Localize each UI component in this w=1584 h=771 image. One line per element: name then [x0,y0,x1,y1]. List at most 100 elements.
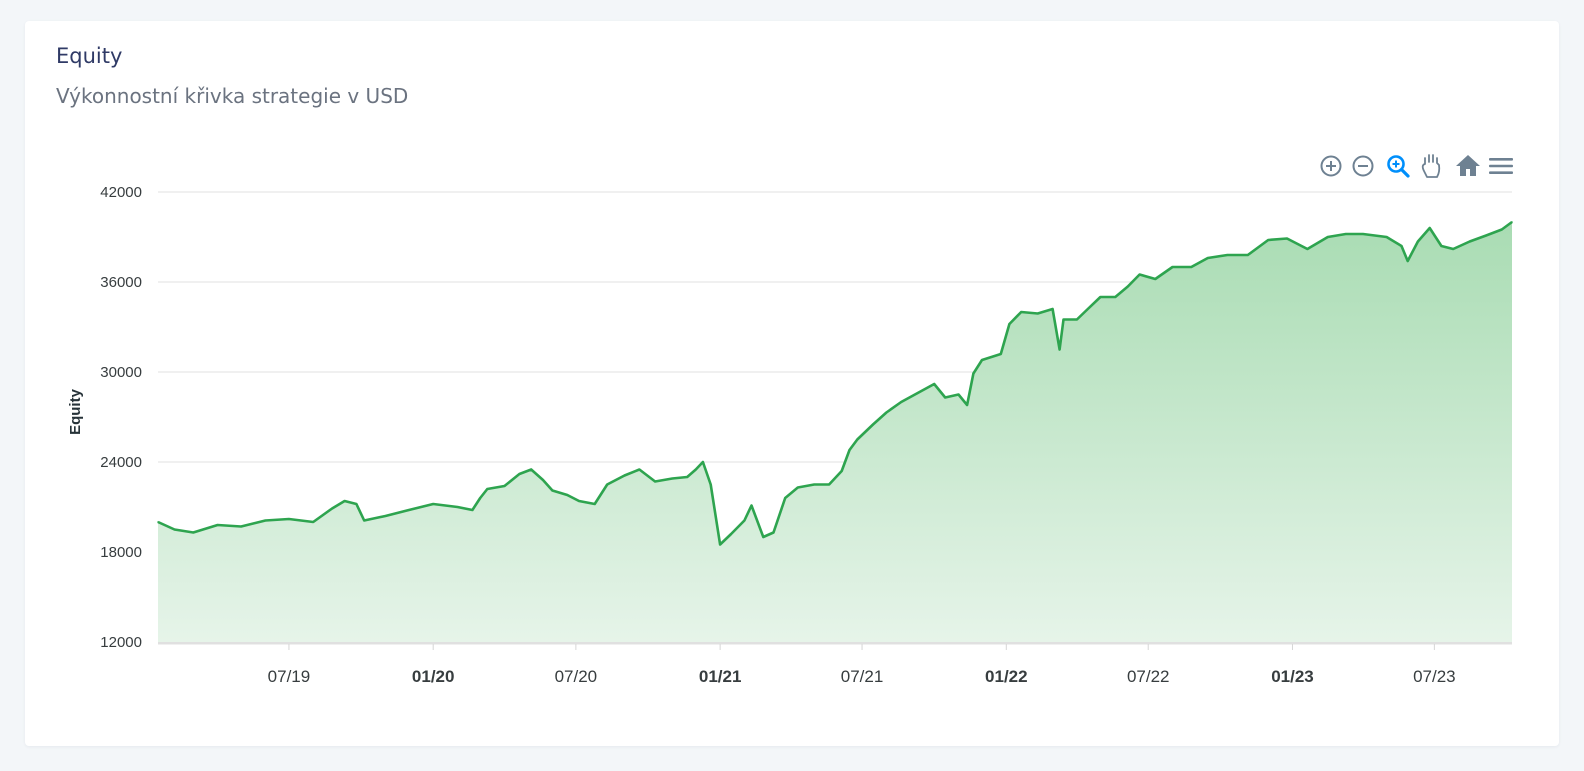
equity-data-point [1099,296,1102,298]
x-tick-label: 07/22 [1127,667,1170,686]
equity-data-point [813,483,815,486]
equity-data-point [1000,353,1002,355]
equity-data-point [797,486,799,489]
equity-data-point [192,531,195,534]
equity-data-point [654,480,656,483]
equity-data-point [479,497,482,499]
equity-data-point [1087,308,1089,310]
equity-data-point [216,524,219,526]
equity-data-point [264,519,267,522]
equity-data-point [944,396,946,399]
equity-data-point [408,509,410,511]
y-axis-title: Equity [67,388,84,434]
equity-data-point [1058,348,1061,351]
y-tick-label: 12000 [100,634,142,651]
equity-data-point [551,489,554,492]
equity-data-point [1440,245,1443,247]
equity-data-point [1362,233,1364,235]
equity-data-point [240,525,242,528]
equity-data-point [1036,312,1039,315]
equity-data-point [671,477,674,480]
equity-data-point [363,519,366,522]
equity-data-point [933,383,935,385]
equity-data-point [1020,311,1022,313]
equity-data-point [872,423,874,426]
equity-data-point [1207,257,1209,259]
equity-data-point [1286,237,1288,240]
equity-data-point [1154,278,1157,280]
x-tick-label: 01/22 [985,667,1028,686]
y-axis: 42000 36000 30000 24000 18000 12000 [100,184,142,651]
equity-data-point [695,468,697,471]
equity-data-point [456,506,459,508]
equity-data-point [972,372,975,375]
equity-data-point [503,485,506,487]
equity-data-point [1400,245,1403,247]
y-tick-label: 24000 [100,454,142,471]
equity-data-point [638,468,641,471]
equity-data-point [1247,254,1249,256]
zoom-in-icon[interactable] [1320,155,1342,177]
y-tick-label: 36000 [100,274,142,291]
equity-data-point [1008,323,1011,325]
equity-data-point [486,488,489,490]
x-tick-label: 07/19 [268,667,311,686]
equity-data-point [840,470,843,472]
x-tick-label: 01/21 [699,667,742,686]
selection-zoom-icon[interactable] [1387,155,1410,178]
equity-data-point [772,531,775,534]
equity-data-point [578,500,580,502]
equity-data-point [1417,240,1419,243]
equity-data-point [542,479,544,481]
equity-area-fill [158,222,1512,642]
equity-data-point [900,401,902,403]
equity-data-point [856,438,859,441]
equity-data-point [1171,266,1174,268]
reset-home-icon[interactable] [1456,155,1480,176]
equity-data-point [1345,233,1347,235]
equity-data-point [686,476,688,478]
x-tick-label: 01/23 [1271,667,1314,686]
equity-data-point [743,519,746,522]
equity-data-point [719,543,721,546]
equity-data-point [1051,308,1054,310]
y-tick-label: 30000 [100,364,142,381]
equity-data-point [593,503,596,505]
equity-data-point [288,518,290,520]
equity-data-point [173,528,176,531]
equity-data-point [1385,236,1388,238]
pan-hand-icon[interactable] [1421,154,1441,178]
x-tick-label: 07/20 [555,667,598,686]
card-subtitle: Výkonnostní křivka strategie v USD [56,84,409,108]
menu-icon[interactable] [1489,158,1513,174]
equity-data-point [1267,239,1269,241]
equity-data-point [1226,254,1229,256]
equity-data-point [1190,266,1193,268]
equity-data-point [1485,234,1487,237]
equity-data-point [1501,228,1503,231]
equity-data-point [957,393,960,396]
equity-data-point [981,359,983,361]
equity-data-point [730,533,732,535]
equity-data-point [1452,248,1454,250]
equity-data-point [1062,318,1065,321]
equity-data-point [702,461,704,463]
card-title: Equity [56,44,123,68]
x-tick-label: 07/21 [841,667,884,686]
equity-data-point [331,507,333,510]
equity-data-point [709,483,712,486]
equity-data-point [1468,240,1471,243]
equity-data-point [1138,273,1141,276]
equity-data-point [885,411,888,414]
equity-data-point [471,509,474,511]
equity-data-point [1428,227,1431,229]
equity-data-point [1306,248,1309,250]
zoom-out-icon[interactable] [1352,155,1374,177]
equity-data-point [432,503,435,505]
equity-data-point [750,504,753,507]
equity-data-point [384,515,387,517]
x-tick-label: 01/20 [412,667,455,686]
equity-data-point [1114,296,1117,298]
x-tick-label: 07/23 [1413,667,1456,686]
